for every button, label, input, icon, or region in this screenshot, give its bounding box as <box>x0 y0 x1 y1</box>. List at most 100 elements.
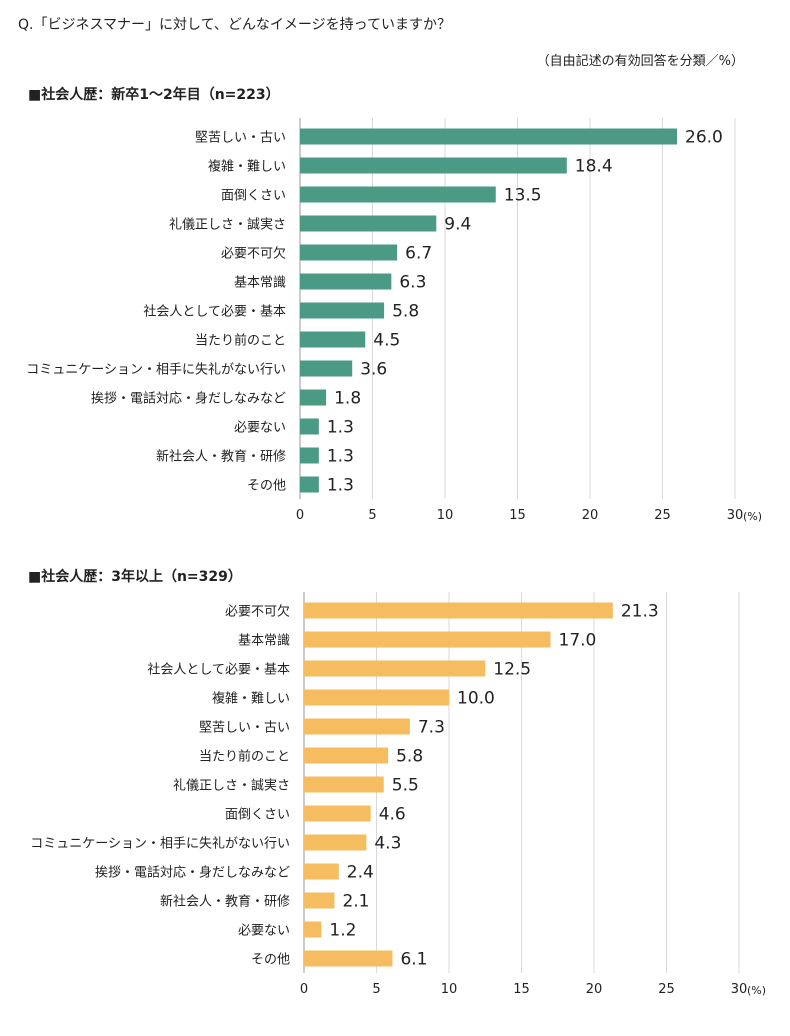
bar <box>300 331 366 348</box>
data-label: 21.3 <box>621 602 659 622</box>
category-label: コミュニケーション・相手に失礼がない行い <box>30 836 290 852</box>
bar <box>304 921 322 938</box>
data-label: 2.1 <box>342 892 369 912</box>
x-unit-label: (%) <box>747 984 766 997</box>
category-label: 礼儀正しさ・誠実さ <box>173 778 290 794</box>
data-label: 1.2 <box>329 921 356 941</box>
data-label: 13.5 <box>504 186 542 206</box>
category-label: 必要ない <box>238 924 290 939</box>
category-label: 必要不可欠 <box>221 246 286 262</box>
x-unit-label: (%) <box>743 510 762 523</box>
category-label: その他 <box>251 953 290 968</box>
data-label: 4.6 <box>379 805 406 825</box>
category-label: 基本常識 <box>238 634 290 649</box>
bar <box>300 418 319 435</box>
category-label: 基本常識 <box>234 276 286 291</box>
data-label: 5.8 <box>396 747 423 767</box>
chart-1-title: ■社会人歴：新卒1〜2年目（n=223） <box>28 87 280 103</box>
category-label: 面倒くさい <box>225 808 290 823</box>
x-tick-label: 30 <box>731 982 748 997</box>
bar <box>304 718 410 735</box>
data-label: 26.0 <box>685 128 723 148</box>
data-label: 4.3 <box>374 834 401 854</box>
x-tick-label: 10 <box>441 982 458 997</box>
bar <box>300 302 385 319</box>
data-label: 12.5 <box>493 660 531 680</box>
data-label: 10.0 <box>457 689 495 709</box>
x-tick-label: 15 <box>513 982 530 997</box>
data-label: 5.5 <box>392 776 419 796</box>
data-label: 1.8 <box>334 389 361 409</box>
category-label: その他 <box>247 479 286 494</box>
bar <box>304 950 393 967</box>
bar <box>300 157 567 174</box>
answer-note: （自由記述の有効回答を分類／%） <box>536 54 744 69</box>
bar <box>304 776 384 793</box>
data-label: 5.8 <box>392 302 419 322</box>
bar <box>300 447 319 464</box>
x-tick-label: 25 <box>654 508 671 523</box>
data-label: 3.6 <box>360 360 387 380</box>
bar <box>300 389 327 406</box>
bar <box>300 476 319 493</box>
data-label: 1.3 <box>327 476 354 496</box>
category-label: 必要ない <box>234 421 286 436</box>
category-label: 社会人として必要・基本 <box>143 304 286 320</box>
data-label: 1.3 <box>327 418 354 438</box>
category-label: 社会人として必要・基本 <box>147 662 290 678</box>
bar <box>300 244 398 261</box>
question-text: Q.「ビジネスマナー」に対して、どんなイメージを持っていますか？ <box>18 17 451 33</box>
x-tick-label: 15 <box>509 508 526 523</box>
x-tick-label: 30 <box>727 508 744 523</box>
bar <box>304 689 449 706</box>
chart-2-title: ■社会人歴：3年以上（n=329） <box>28 569 242 585</box>
x-tick-label: 20 <box>582 508 599 523</box>
x-tick-label: 25 <box>658 982 675 997</box>
category-label: 当たり前のこと <box>199 749 290 765</box>
data-label: 4.5 <box>373 331 400 351</box>
category-label: 堅苦しい・古い <box>195 130 286 146</box>
category-label: 堅苦しい・古い <box>199 720 290 736</box>
category-label: 面倒くさい <box>221 189 286 204</box>
x-tick-label: 20 <box>586 982 603 997</box>
bar <box>304 631 551 648</box>
category-label: 礼儀正しさ・誠実さ <box>169 217 286 233</box>
data-label: 6.3 <box>399 273 426 293</box>
x-tick-label: 10 <box>437 508 454 523</box>
bar <box>304 892 335 909</box>
chart-2-experienced: 0 5 10 15 20 25 30 (%) 必要不可欠 21.3 基本常識 17.0 社会人として必要… <box>30 592 766 997</box>
category-label: 新社会人・教育・研修 <box>160 894 290 910</box>
data-label: 6.7 <box>405 244 432 264</box>
bar <box>304 747 389 764</box>
category-label: 当たり前のこと <box>195 333 286 349</box>
bar <box>304 805 371 822</box>
data-label: 2.4 <box>347 863 374 883</box>
bar <box>304 660 486 677</box>
data-label: 6.1 <box>400 950 427 970</box>
x-tick-label: 0 <box>296 508 304 523</box>
bar <box>300 360 353 377</box>
category-label: 挨拶・電話対応・身だしなみなど <box>95 865 290 881</box>
category-label: 必要不可欠 <box>225 604 290 620</box>
x-tick-label: 5 <box>368 508 376 523</box>
bar <box>300 215 437 232</box>
category-label: 挨拶・電話対応・身だしなみなど <box>91 391 286 407</box>
x-tick-label: 5 <box>372 982 380 997</box>
bar <box>300 186 496 203</box>
data-label: 1.3 <box>327 447 354 467</box>
data-label: 18.4 <box>575 157 613 177</box>
bar <box>300 128 677 145</box>
bar <box>304 834 367 851</box>
chart-1-newgrad: 0 5 10 15 20 25 30 (%) 堅苦しい・古い 26.0 複雑・難しい 18.4 面倒くさ… <box>26 118 762 523</box>
bar <box>304 863 339 880</box>
category-label: コミュニケーション・相手に失礼がない行い <box>26 362 286 378</box>
category-label: 新社会人・教育・研修 <box>156 449 286 465</box>
category-label: 複雑・難しい <box>208 159 286 175</box>
x-tick-label: 0 <box>300 982 308 997</box>
data-label: 7.3 <box>418 718 445 738</box>
category-label: 複雑・難しい <box>212 691 290 707</box>
bar <box>304 602 613 619</box>
bar <box>300 273 392 290</box>
data-label: 9.4 <box>444 215 471 235</box>
data-label: 17.0 <box>559 631 597 651</box>
